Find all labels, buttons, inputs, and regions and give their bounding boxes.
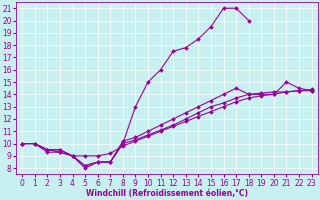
X-axis label: Windchill (Refroidissement éolien,°C): Windchill (Refroidissement éolien,°C) bbox=[86, 189, 248, 198]
